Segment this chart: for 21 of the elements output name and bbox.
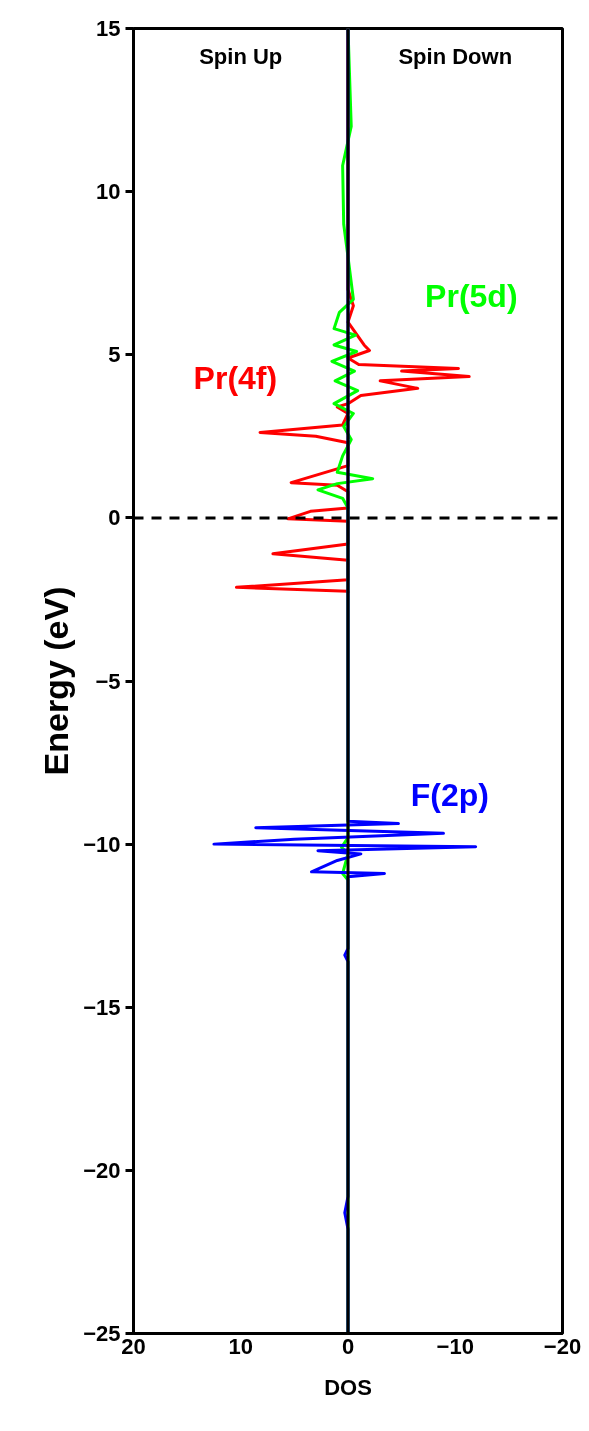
text: Pr(5d) <box>425 278 518 315</box>
series-label: F(2p) <box>410 777 489 814</box>
y-tick-label: −5 <box>95 668 121 694</box>
y-tick-label: −15 <box>83 994 121 1020</box>
y-tick-label: 5 <box>108 342 121 368</box>
x-tick-label: −20 <box>543 1333 582 1359</box>
y-tick-label: −10 <box>83 831 121 857</box>
y-tick-label: −20 <box>83 1157 121 1183</box>
x-tick-label: 0 <box>341 1333 355 1359</box>
x-tick-label: 10 <box>228 1333 253 1359</box>
series-label: Pr(4f) <box>193 359 278 396</box>
y-tick-label: −25 <box>83 1321 121 1346</box>
y-tick-label: 10 <box>96 179 121 205</box>
x-tick-label: −10 <box>436 1333 474 1359</box>
y-tick-label: 15 <box>96 16 121 41</box>
x-axis-title: DOS <box>324 1374 372 1400</box>
y-axis-title: Energy (eV) <box>37 586 76 776</box>
x-tick-label: 20 <box>121 1333 146 1359</box>
annotation: Spin Down <box>398 44 513 69</box>
annotation: Spin Up <box>199 44 283 69</box>
y-tick-label: 0 <box>108 505 121 531</box>
